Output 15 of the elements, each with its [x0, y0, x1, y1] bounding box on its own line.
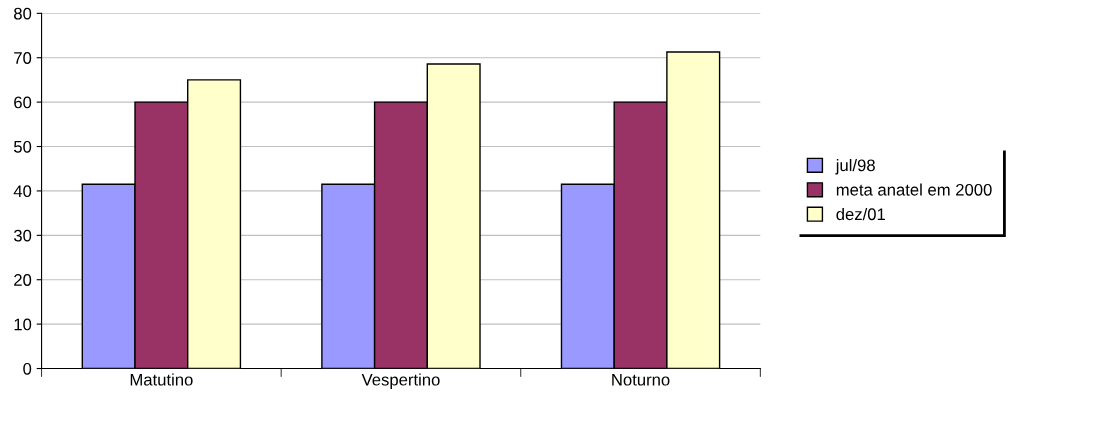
y-tick-label: 60 — [14, 96, 32, 109]
legend-label: jul/98 — [835, 158, 875, 175]
x-tick-label: Vespertino — [361, 373, 440, 389]
legend-label: dez/01 — [836, 207, 885, 221]
legend-label: meta anatel em 2000 — [836, 183, 992, 196]
y-tick-label: 80 — [14, 7, 32, 20]
y-tick-label: 40 — [13, 185, 32, 198]
y-tick-label: 30 — [13, 229, 32, 242]
y-tick-label: 0 — [23, 362, 32, 375]
x-tick-label: Noturno — [612, 373, 670, 386]
y-tick-label: 10 — [14, 318, 32, 331]
x-tick-label: Matutino — [130, 373, 193, 386]
y-tick-label: 70 — [14, 52, 32, 64]
y-tick-label: 20 — [14, 274, 32, 286]
y-tick-label: 50 — [13, 140, 32, 153]
